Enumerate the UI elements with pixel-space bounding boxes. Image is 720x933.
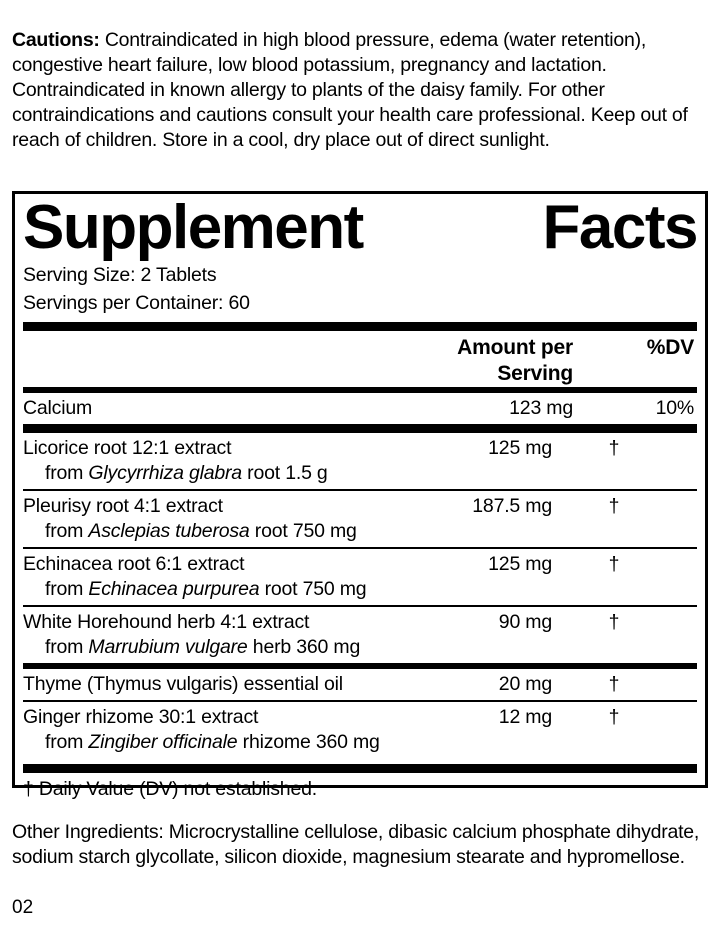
cautions-label: Cautions: bbox=[12, 28, 100, 51]
table-row: Echinacea root 6:1 extract from Echinace… bbox=[23, 549, 697, 605]
cautions-paragraph: Cautions: Contraindicated in high blood … bbox=[12, 28, 710, 154]
nutrient-dv: † bbox=[608, 673, 620, 695]
nutrient-amount: 187.5 mg bbox=[472, 495, 552, 517]
rule-above-header bbox=[23, 322, 697, 331]
nutrient-dv: † bbox=[608, 706, 620, 728]
title-word-facts: Facts bbox=[542, 193, 699, 262]
nutrient-name: Echinacea root 6:1 extract bbox=[23, 553, 245, 575]
table-row: Pleurisy root 4:1 extract from Asclepias… bbox=[23, 491, 697, 547]
nutrient-source: from Glycyrrhiza glabra root 1.5 g bbox=[23, 461, 380, 486]
nutrient-source: from Echinacea purpurea root 750 mg bbox=[23, 577, 380, 602]
nutrient-dv: † bbox=[608, 495, 620, 517]
table-row: Ginger rhizome 30:1 extract from Zingibe… bbox=[23, 702, 697, 758]
nutrient-name-block: Pleurisy root 4:1 extract from Asclepias… bbox=[23, 491, 380, 547]
nutrient-source: from Marrubium vulgare herb 360 mg bbox=[23, 635, 380, 660]
other-ingredients: Other Ingredients: Microcrystalline cell… bbox=[12, 820, 700, 869]
header-percent-dv: %DV bbox=[646, 336, 694, 359]
source-suffix: rhizome 360 mg bbox=[237, 731, 380, 753]
source-prefix: from bbox=[45, 462, 89, 484]
table-header-row: Amount per Serving %DV bbox=[23, 331, 697, 387]
source-latin-name: Zingiber officinale bbox=[88, 731, 238, 753]
rule-below-calcium bbox=[23, 424, 697, 433]
table-row: Licorice root 12:1 extract from Glycyrrh… bbox=[23, 433, 697, 489]
title-word-supplement: Supplement bbox=[23, 193, 364, 262]
nutrient-name: Calcium bbox=[23, 397, 93, 419]
nutrient-name-block: White Horehound herb 4:1 extract from Ma… bbox=[23, 607, 380, 663]
source-suffix: root 1.5 g bbox=[241, 462, 328, 484]
daily-value-footnote: † Daily Value (DV) not established. bbox=[23, 778, 317, 800]
source-suffix: root 750 mg bbox=[249, 520, 357, 542]
nutrient-source: from Zingiber officinale rhizome 360 mg bbox=[23, 730, 380, 755]
nutrient-amount: 20 mg bbox=[498, 673, 552, 695]
servings-per-container: Servings per Container: 60 bbox=[23, 292, 250, 314]
source-latin-name: Marrubium vulgare bbox=[88, 636, 248, 658]
nutrient-name-block: Echinacea root 6:1 extract from Echinace… bbox=[23, 549, 380, 605]
source-suffix: herb 360 mg bbox=[247, 636, 361, 658]
header-blank bbox=[23, 331, 401, 339]
supplement-facts-title: Supplement Facts bbox=[23, 193, 699, 262]
nutrient-dv: 10% bbox=[655, 397, 695, 419]
table-row: White Horehound herb 4:1 extract from Ma… bbox=[23, 607, 697, 663]
table-row: Thyme (Thymus vulgaris) essential oil 20… bbox=[23, 669, 697, 700]
nutrient-dv: † bbox=[608, 437, 620, 459]
table-row: Calcium 123 mg 10% bbox=[23, 393, 697, 424]
header-amount-per-serving: Amount per Serving bbox=[457, 336, 573, 385]
supplement-facts-panel: Supplement Facts Serving Size: 2 Tablets… bbox=[12, 191, 708, 800]
row-separator bbox=[23, 547, 697, 549]
row-separator-thyme bbox=[23, 663, 697, 669]
nutrient-amount: 125 mg bbox=[488, 553, 552, 575]
nutrient-name-block: Licorice root 12:1 extract from Glycyrrh… bbox=[23, 433, 380, 489]
nutrient-name: Thyme (Thymus vulgaris) essential oil bbox=[23, 673, 343, 695]
source-latin-name: Glycyrrhiza glabra bbox=[88, 462, 242, 484]
source-suffix: root 750 mg bbox=[259, 578, 367, 600]
nutrient-name: Pleurisy root 4:1 extract bbox=[23, 495, 223, 517]
rule-above-footnote bbox=[23, 764, 697, 773]
source-latin-name: Echinacea purpurea bbox=[88, 578, 260, 600]
nutrient-name: White Horehound herb 4:1 extract bbox=[23, 611, 310, 633]
nutrient-dv: † bbox=[608, 553, 620, 575]
source-prefix: from bbox=[45, 520, 89, 542]
nutrient-amount: 125 mg bbox=[488, 437, 552, 459]
nutrient-name-block: Ginger rhizome 30:1 extract from Zingibe… bbox=[23, 702, 380, 758]
source-prefix: from bbox=[45, 578, 89, 600]
nutrient-amount: 12 mg bbox=[498, 706, 552, 728]
nutrient-name: Ginger rhizome 30:1 extract bbox=[23, 706, 259, 728]
serving-size: Serving Size: 2 Tablets bbox=[23, 264, 217, 286]
source-latin-name: Asclepias tuberosa bbox=[88, 520, 250, 542]
cautions-text: Contraindicated in high blood pressure, … bbox=[12, 28, 688, 152]
row-separator bbox=[23, 700, 697, 702]
row-separator bbox=[23, 605, 697, 607]
rule-below-header bbox=[23, 387, 697, 393]
nutrient-amount: 123 mg bbox=[509, 397, 573, 419]
nutrient-dv: † bbox=[608, 611, 620, 633]
nutrient-name: Licorice root 12:1 extract bbox=[23, 437, 232, 459]
source-prefix: from bbox=[45, 731, 89, 753]
source-prefix: from bbox=[45, 636, 89, 658]
nutrient-amount: 90 mg bbox=[498, 611, 552, 633]
row-separator bbox=[23, 489, 697, 491]
nutrient-source: from Asclepias tuberosa root 750 mg bbox=[23, 519, 380, 544]
page-code: 02 bbox=[12, 897, 34, 918]
